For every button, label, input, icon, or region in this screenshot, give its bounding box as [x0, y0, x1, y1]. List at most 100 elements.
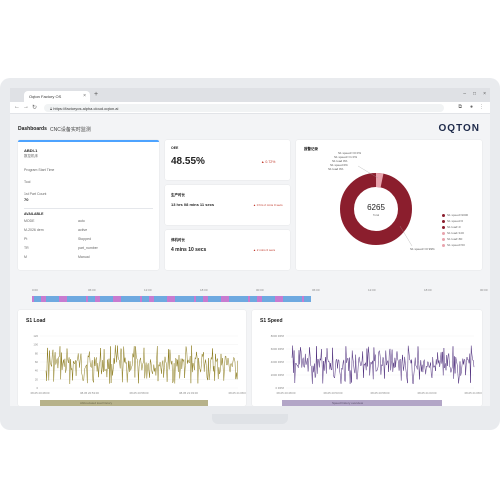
status-value: Manual — [78, 255, 90, 259]
callout-4: S1 speed 0% — [330, 163, 348, 167]
timeline-segment — [208, 296, 214, 302]
y-tick-label: 20 — [35, 377, 39, 381]
timeline-segment — [100, 296, 106, 302]
timeline-bar[interactable] — [32, 296, 311, 302]
back-icon[interactable]: ← — [14, 104, 20, 110]
status-value: Stopped — [78, 237, 92, 241]
callout-right: S1 speed<=0 99% — [410, 247, 435, 251]
callout-1: S1 speed<=0 0% — [338, 151, 361, 155]
new-tab-icon[interactable]: + — [94, 91, 99, 98]
timeline-segment — [196, 296, 199, 302]
timeline-segment — [275, 296, 283, 302]
status-key: Pt — [24, 237, 28, 241]
timeline-segment — [91, 296, 95, 302]
timeline-tick: 06:00 — [88, 288, 96, 292]
machine-card: ABDI-1 数控机床 Program Start Time Tool 1st … — [18, 140, 159, 270]
s1-speed-history-strip[interactable]: Speed history overview — [282, 400, 442, 406]
close-window-icon[interactable]: × — [483, 91, 486, 97]
alarms-card: 报警记录 6265 Total S1 speed<=0 0% S1 speed<… — [296, 140, 482, 270]
timeline-segment — [41, 296, 46, 302]
timeline-segment — [250, 296, 253, 302]
timeline-segment — [149, 296, 154, 302]
legend-item[interactable]: S1 speed>50 — [447, 243, 465, 247]
timeline-segment — [130, 296, 140, 302]
forward-icon[interactable]: → — [23, 104, 29, 110]
legend-swatch — [442, 238, 445, 241]
legend-swatch — [442, 244, 445, 247]
x-tick-label: 08-05 20:58:00 — [130, 391, 149, 395]
reload-icon[interactable]: ↻ — [32, 105, 38, 111]
signal-line[interactable] — [45, 345, 239, 385]
timeline-segment — [257, 296, 262, 302]
url-input[interactable]: 🔒︎ https://factoryos.alpha.cloud.oqton.a… — [44, 104, 444, 112]
s1-speed-strip-label: Speed history overview — [332, 401, 364, 405]
timeline-segment — [46, 296, 52, 302]
tab-bar: Oqton Factory OS × + – □ × — [10, 88, 490, 102]
timeline-tick: 00:00 — [480, 288, 488, 292]
y-tick-label: 120 — [33, 334, 38, 338]
minimize-icon[interactable]: – — [463, 91, 466, 97]
timeline-segment — [142, 296, 145, 302]
timeline-segment — [86, 296, 88, 302]
legend-item[interactable]: S1 load>80 — [447, 237, 463, 241]
timeline-segment — [268, 296, 275, 302]
address-bar: ← → ↻ 🔒︎ https://factoryos.alpha.cloud.o… — [10, 102, 490, 114]
timeline-segment — [67, 296, 76, 302]
timeline-segment — [121, 296, 130, 302]
close-tab-icon[interactable]: × — [83, 93, 86, 99]
timeline-segment — [238, 296, 248, 302]
timeline-tick: 18:00 — [424, 288, 432, 292]
production-time-value: 13 hrs 08 mins 11 secs — [171, 202, 215, 207]
y-tick-label: 2000 RPM — [271, 373, 285, 377]
field-program-start: Program Start Time — [24, 168, 55, 172]
legend-item[interactable]: S1 speed<0 — [447, 219, 464, 223]
timeline-tick: 12:00 — [144, 288, 152, 292]
y-tick-label: 80 — [35, 351, 39, 355]
x-tick-label: 08-05 20:53:00 — [80, 391, 99, 395]
timeline-segment — [167, 296, 175, 302]
machine-subtitle: 数控机床 — [24, 154, 38, 158]
timeline-tick: 18:00 — [200, 288, 208, 292]
timeline-segment — [113, 296, 121, 302]
donut-small-slice[interactable] — [375, 173, 384, 188]
breadcrumb-dashboards[interactable]: Dashboards — [18, 126, 47, 132]
alarms-title: 报警记录 — [304, 147, 318, 151]
signal-line[interactable] — [291, 345, 475, 385]
timeline-segment — [302, 296, 304, 302]
y-tick-label: 40 — [35, 369, 39, 373]
menu-icon[interactable]: ⋮ — [479, 104, 484, 110]
s1-load-card: S1 Load 120 100 80 60 40 20 0 08-05 20:48:00 08-… — [18, 310, 246, 406]
status-value: auto — [78, 219, 85, 223]
tab-title: Oqton Factory OS — [29, 94, 62, 99]
legend-item[interactable]: S1 load>0 — [447, 225, 461, 229]
timeline-segment — [175, 296, 184, 302]
browser-tab[interactable]: Oqton Factory OS × — [24, 91, 90, 102]
callout-line — [357, 165, 379, 179]
timeline-segment — [32, 296, 34, 302]
x-tick-label: 08-05 21:08:00 — [229, 391, 246, 395]
downtime-card: 停机时长 4 mins 10 secs ▲ 2 mins 0 secs — [165, 230, 290, 270]
maximize-icon[interactable]: □ — [472, 91, 476, 97]
app-header: Dashboards CNC设备实时监测 OQTON — [10, 114, 490, 140]
legend-item[interactable]: S1 speed>9000 — [447, 213, 469, 217]
timeline-segment — [221, 296, 229, 302]
extension-icon[interactable]: ⧉ — [458, 104, 462, 110]
legend-item[interactable]: S1 load<100 — [447, 231, 464, 235]
donut-total-label: Total — [373, 213, 380, 217]
timeline-tick: 06:00 — [312, 288, 320, 292]
timeline-segment — [203, 296, 208, 302]
timeline-tick: 0:00 — [32, 288, 38, 292]
url-text: https://factoryos.alpha.cloud.oqton.ai — [53, 106, 119, 111]
state-timeline: 0:00 06:00 12:00 18:00 00:00 06:00 12:00 18:00 0… — [32, 288, 490, 302]
downtime-note: ▲ 2 mins 0 secs — [253, 248, 276, 252]
s1-load-history-strip[interactable]: Abbreviated load history — [40, 400, 208, 406]
timeline-segment — [307, 296, 311, 302]
timeline-segment — [304, 296, 307, 302]
timeline-segment — [95, 296, 100, 302]
status-value: active — [78, 228, 88, 232]
account-icon[interactable]: ● — [469, 104, 473, 110]
callout-5: S1 load 0% — [328, 167, 344, 171]
field-part-count-label: 1st Part Count — [24, 192, 47, 196]
y-tick-label: 60 — [35, 360, 39, 364]
legend-swatch — [442, 226, 445, 229]
